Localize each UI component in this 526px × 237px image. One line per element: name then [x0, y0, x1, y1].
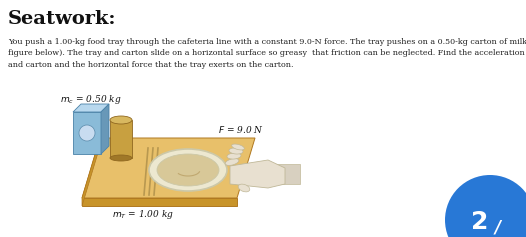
Polygon shape	[101, 104, 109, 154]
Ellipse shape	[149, 149, 227, 191]
Ellipse shape	[110, 155, 132, 161]
Bar	[73, 112, 101, 154]
Polygon shape	[82, 138, 255, 198]
Bar	[110, 120, 132, 158]
Ellipse shape	[231, 144, 244, 150]
Polygon shape	[230, 160, 285, 188]
Ellipse shape	[227, 153, 241, 159]
Circle shape	[445, 175, 526, 237]
Ellipse shape	[110, 116, 132, 124]
Text: $m_T$ = 1.00 kg: $m_T$ = 1.00 kg	[112, 208, 174, 221]
Polygon shape	[73, 104, 109, 112]
Circle shape	[79, 125, 95, 141]
Text: $F$ = 9.0 N: $F$ = 9.0 N	[218, 124, 264, 135]
Text: Seatwork:: Seatwork:	[8, 10, 116, 28]
Polygon shape	[82, 138, 100, 206]
Polygon shape	[82, 198, 237, 206]
Bar	[268, 164, 300, 184]
Text: $m_c$ = 0.50 kg: $m_c$ = 0.50 kg	[60, 93, 122, 106]
Text: You push a 1.00-kg food tray through the cafeteria line with a constant 9.0-N fo: You push a 1.00-kg food tray through the…	[8, 38, 526, 68]
Ellipse shape	[229, 148, 243, 154]
Text: 2: 2	[471, 210, 489, 234]
Ellipse shape	[225, 159, 239, 165]
Ellipse shape	[157, 154, 219, 186]
Ellipse shape	[238, 184, 250, 192]
Text: /: /	[495, 219, 501, 237]
